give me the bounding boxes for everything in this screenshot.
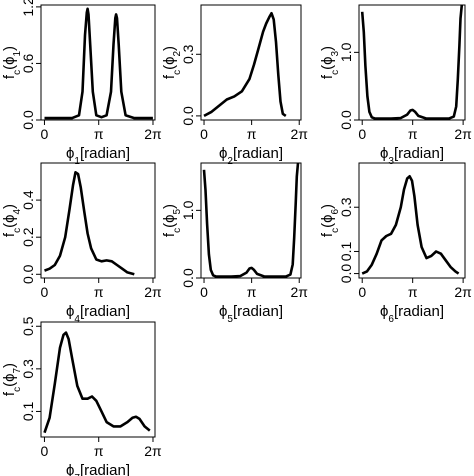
chart-panel-2: 0 π 2π 0.0 0.3 ϕ2[radian] fc(ϕ2)	[161, 4, 309, 167]
x-axis-label: ϕ3[radian]	[380, 145, 444, 167]
y-axis-label: fc(ϕ5)	[161, 204, 183, 237]
y-tick-label: 0.1	[338, 242, 354, 262]
chart-panel-7: 0 π 2π 0.1 0.3 0.5 ϕ7[radian] fc(ϕ7)	[1, 316, 162, 476]
density-curve	[203, 11, 287, 118]
chart-panel-5: 0 π 2π 0.0 1.0 ϕ5[radian] fc(ϕ5)	[161, 162, 309, 325]
y-tick-label: 0.0	[180, 268, 196, 288]
density-curve	[202, 162, 300, 278]
plot-frame	[40, 4, 156, 121]
x-tick-label: π	[408, 126, 418, 142]
density-curve	[44, 171, 135, 276]
y-tick-label: 0.6	[20, 54, 36, 74]
y-axis-label: fc(ϕ1)	[1, 46, 23, 79]
y-axis-label: fc(ϕ4)	[1, 204, 23, 237]
x-tick-label: π	[94, 443, 104, 459]
x-tick-label: π	[94, 126, 104, 142]
plot-frame	[40, 162, 156, 279]
x-tick-label: 0	[41, 126, 49, 142]
plot-frame	[358, 4, 466, 121]
y-tick-label: 0.2	[20, 227, 36, 247]
plot-frame	[200, 4, 302, 121]
x-axis-label: ϕ7[radian]	[66, 462, 130, 476]
x-tick-label: 2π	[454, 284, 472, 300]
y-tick-label: 0.0	[20, 264, 36, 284]
x-tick-label: 2π	[291, 284, 309, 300]
plot-frame	[358, 162, 466, 279]
x-tick-label: 0	[41, 443, 49, 459]
x-tick-label: 0	[200, 284, 208, 300]
x-tick-label: π	[408, 284, 418, 300]
chart-panel-4: 0 π 2π 0.0 0.2 0.4 ϕ4[radian] fc(ϕ4)	[1, 162, 162, 325]
x-tick-label: π	[247, 126, 257, 142]
x-tick-label: 2π	[144, 126, 162, 142]
x-axis-label: ϕ4[radian]	[66, 303, 130, 325]
plot-frame	[200, 162, 302, 279]
x-tick-label: 0	[358, 126, 366, 142]
density-curve	[361, 175, 460, 275]
y-tick-label: 0.3	[338, 197, 354, 217]
x-axis-label: ϕ6[radian]	[380, 303, 444, 325]
x-tick-label: 0	[41, 284, 49, 300]
x-tick-label: π	[94, 284, 104, 300]
y-tick-label: 0.0	[338, 110, 354, 130]
y-tick-label: 0.0	[20, 110, 36, 130]
x-axis-label: ϕ2[radian]	[219, 145, 283, 167]
y-tick-label: 0.4	[20, 190, 36, 210]
x-tick-label: 2π	[144, 443, 162, 459]
y-axis-label: fc(ϕ3)	[319, 46, 341, 79]
density-curve	[360, 4, 464, 120]
x-tick-label: 0	[358, 284, 366, 300]
x-tick-label: 2π	[291, 126, 309, 142]
x-tick-label: π	[247, 284, 257, 300]
y-tick-label: 0.0	[180, 106, 196, 126]
y-axis-label: fc(ϕ2)	[161, 46, 183, 79]
density-curve	[44, 7, 153, 120]
plot-frame	[40, 321, 156, 438]
x-tick-label: 0	[200, 126, 208, 142]
density-curve	[43, 331, 151, 434]
y-axis-label: fc(ϕ7)	[1, 363, 23, 396]
chart-panel-3: 0 π 2π 0.0 1.0 ϕ3[radian] fc(ϕ3)	[319, 4, 472, 167]
chart-panel-1: 0 π 2π 0.0 0.6 1.2 ϕ1[radian] fc(ϕ1)	[1, 0, 162, 167]
x-tick-label: 2π	[144, 284, 162, 300]
y-tick-label: 1.0	[180, 200, 196, 220]
x-tick-label: 2π	[454, 126, 472, 142]
y-tick-label: 1.2	[20, 0, 36, 17]
x-axis-label: ϕ5[radian]	[219, 303, 283, 325]
x-axis-label: ϕ1[radian]	[66, 145, 130, 167]
y-tick-label: 0.3	[180, 44, 196, 64]
y-tick-label: 0.1	[20, 402, 36, 422]
y-axis-label: fc(ϕ6)	[319, 204, 341, 237]
chart-panel-6: 0 π 2π 0.0 0.1 0.3 ϕ6[radian] fc(ϕ6)	[319, 162, 472, 325]
y-tick-label: 0.3	[20, 359, 36, 379]
y-tick-label: 0.0	[338, 264, 354, 284]
y-tick-label: 1.0	[338, 42, 354, 62]
y-tick-label: 0.5	[20, 316, 36, 336]
